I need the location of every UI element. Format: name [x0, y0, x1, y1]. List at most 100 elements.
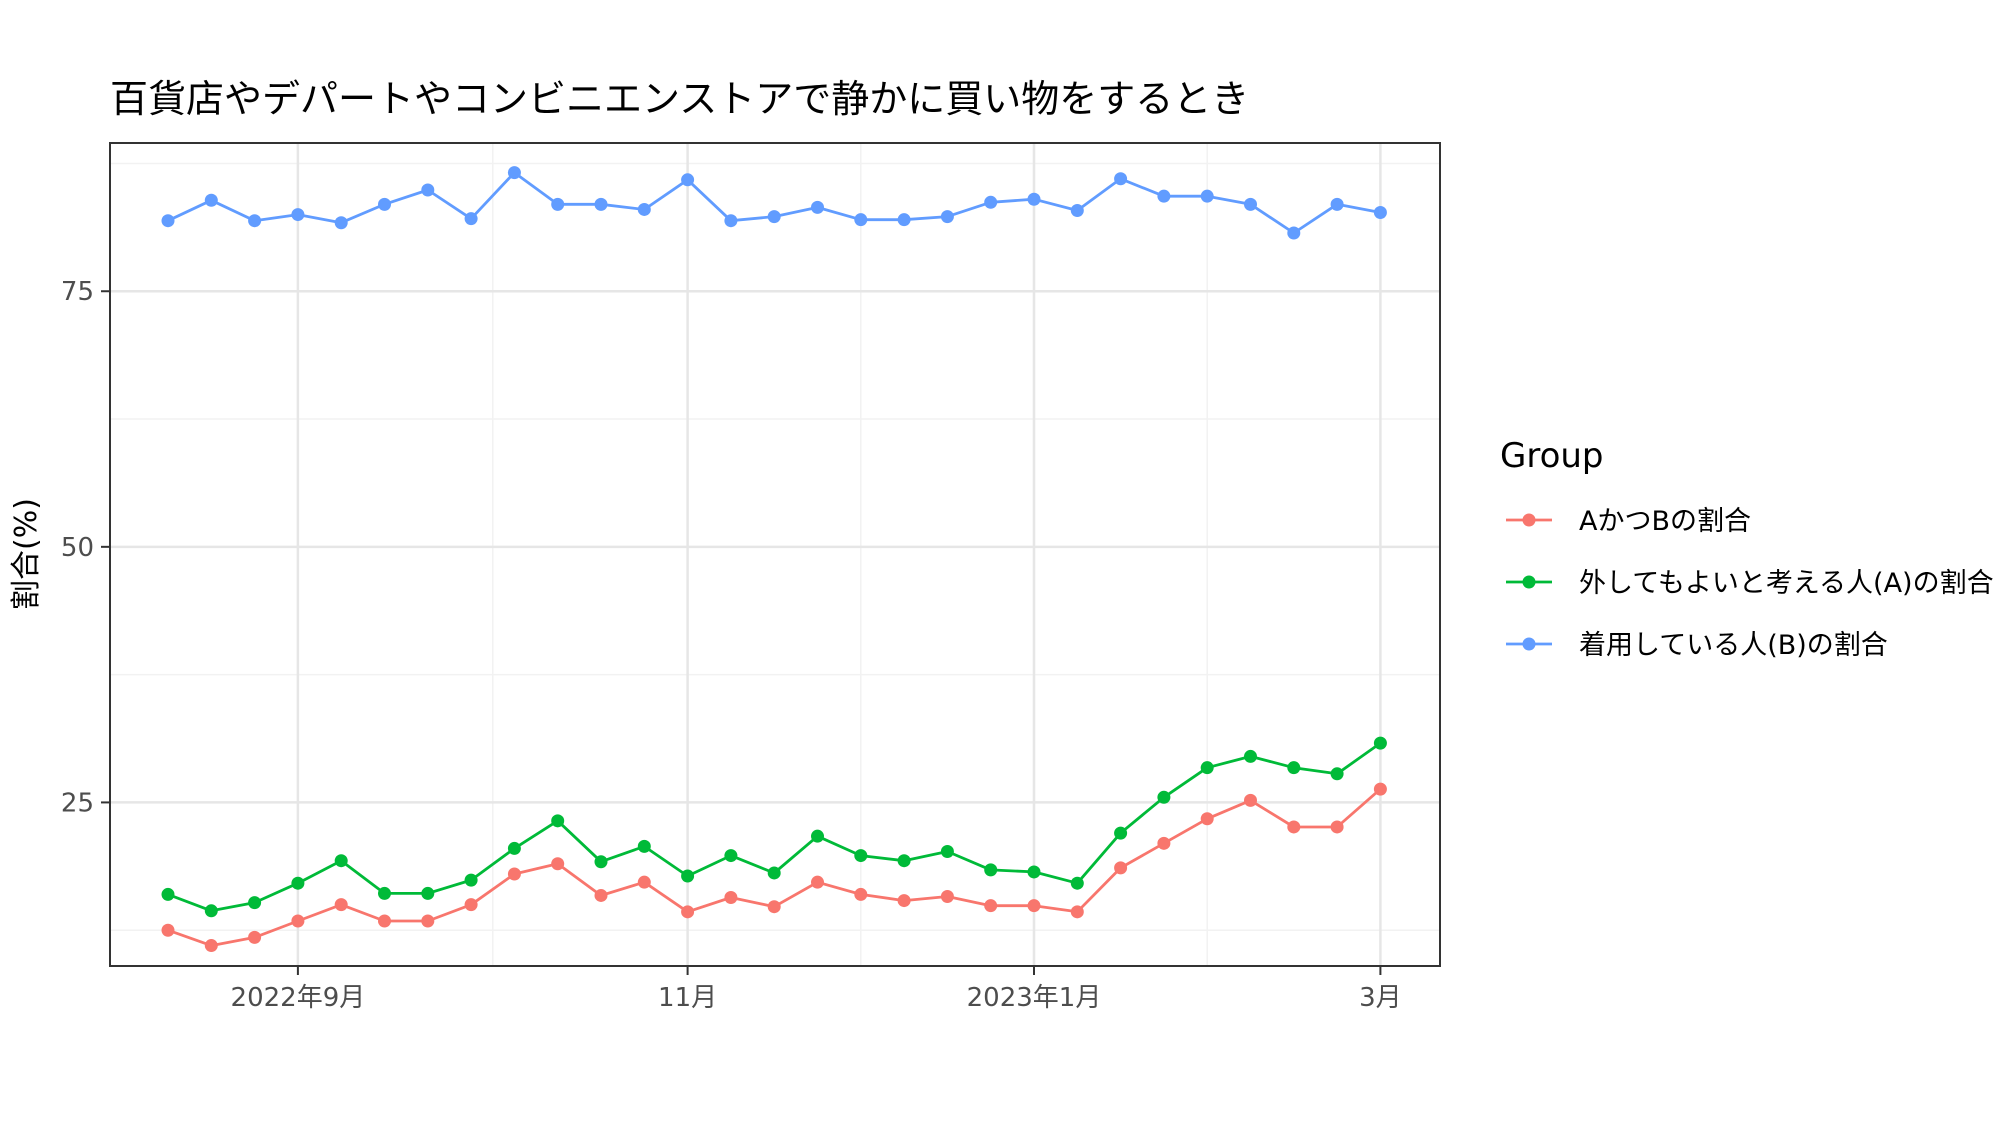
data-point	[1027, 865, 1041, 879]
data-point	[1373, 736, 1387, 750]
data-point	[1373, 206, 1387, 220]
data-point	[897, 213, 911, 227]
legend-label: 着用している人(B)の割合	[1579, 630, 1888, 661]
x-axis: 2022年9月 11月 2023年1月 3月	[231, 966, 1402, 1013]
data-point	[507, 166, 521, 180]
series-3	[161, 166, 1387, 240]
data-point	[421, 914, 435, 928]
data-point	[1373, 782, 1387, 796]
chart-title: 百貨店やデパートやコンビニエンストアで静かに買い物をするとき	[110, 77, 1249, 121]
data-point	[1200, 812, 1214, 826]
data-point	[291, 876, 305, 890]
data-point	[291, 208, 305, 222]
data-point	[1027, 192, 1041, 206]
data-point	[464, 873, 478, 887]
data-point	[940, 844, 954, 858]
data-point	[1287, 226, 1301, 240]
data-point	[681, 173, 695, 187]
x-tick-label: 2023年1月	[967, 983, 1102, 1013]
data-point	[507, 867, 521, 881]
data-point	[1244, 749, 1257, 763]
legend-key-1	[1506, 513, 1552, 527]
y-tick-label: 25	[61, 788, 94, 818]
x-tick-label: 11月	[658, 983, 717, 1013]
legend-key-2	[1506, 575, 1552, 589]
data-point	[1114, 826, 1128, 840]
legend-point	[1522, 575, 1536, 589]
series-layer	[161, 166, 1387, 953]
data-point	[507, 841, 521, 855]
data-point	[1200, 189, 1214, 203]
data-point	[594, 855, 608, 869]
data-point	[1114, 861, 1128, 875]
data-point	[334, 216, 348, 230]
data-point	[637, 875, 651, 889]
data-point	[1070, 203, 1084, 217]
data-point	[940, 889, 954, 903]
data-point	[161, 214, 175, 228]
data-point	[204, 904, 218, 918]
data-point	[767, 210, 781, 224]
data-point	[940, 210, 954, 224]
data-point	[204, 939, 218, 953]
plot-border	[109, 142, 1441, 967]
data-point	[767, 866, 781, 880]
y-tick-label: 75	[61, 277, 94, 307]
data-point	[1200, 761, 1214, 775]
data-point	[1244, 793, 1257, 807]
data-point	[1114, 172, 1128, 186]
data-point	[1287, 761, 1301, 775]
data-point	[897, 854, 911, 868]
data-point	[334, 898, 348, 912]
data-point	[1157, 189, 1171, 203]
data-point	[1070, 876, 1084, 890]
data-point	[637, 839, 651, 853]
data-point	[594, 197, 608, 211]
y-tick-label: 50	[61, 533, 94, 563]
y-axis-title: 割合(%)	[9, 498, 44, 610]
data-point	[681, 869, 695, 883]
data-point	[248, 896, 262, 910]
legend-label: 外してもよいと考える人(A)の割合	[1579, 568, 1994, 599]
minor-gridlines	[110, 143, 1440, 966]
data-point	[854, 849, 868, 863]
legend-key-3	[1506, 637, 1552, 651]
data-point	[464, 212, 478, 226]
series-1	[161, 782, 1387, 953]
x-tick-label: 3月	[1359, 983, 1402, 1013]
data-point	[681, 905, 695, 919]
data-point	[248, 930, 262, 944]
legend: Group AかつBの割合外してもよいと考える人(A)の割合着用している人(B)…	[1500, 436, 1994, 661]
legend-title: Group	[1500, 436, 1604, 476]
data-point	[551, 857, 565, 871]
data-point	[161, 887, 175, 901]
series-2	[161, 736, 1387, 918]
data-point	[464, 898, 478, 912]
data-point	[1157, 836, 1171, 850]
data-point	[1070, 905, 1084, 919]
data-point	[854, 887, 868, 901]
data-point	[334, 854, 348, 868]
legend-label: AかつBの割合	[1579, 506, 1751, 537]
plot-panel	[110, 143, 1440, 966]
data-point	[551, 814, 565, 828]
data-point	[378, 914, 391, 928]
data-point	[984, 899, 998, 913]
legend-point	[1522, 513, 1536, 527]
data-point	[291, 914, 305, 928]
y-axis: 25 50 75	[61, 277, 110, 818]
data-point	[724, 214, 738, 228]
data-point	[811, 829, 824, 843]
data-point	[767, 900, 781, 914]
data-point	[421, 886, 435, 900]
data-point	[811, 200, 824, 214]
data-point	[984, 195, 998, 209]
data-point	[378, 886, 391, 900]
data-point	[1330, 197, 1344, 211]
major-gridlines	[110, 143, 1440, 966]
data-point	[637, 202, 651, 216]
data-point	[724, 891, 738, 905]
data-point	[1157, 790, 1171, 804]
data-point	[811, 875, 824, 889]
